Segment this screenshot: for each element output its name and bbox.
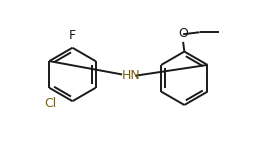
Text: O: O [178,27,188,40]
Text: F: F [69,29,76,42]
Text: Cl: Cl [45,97,57,110]
Text: HN: HN [121,69,140,82]
